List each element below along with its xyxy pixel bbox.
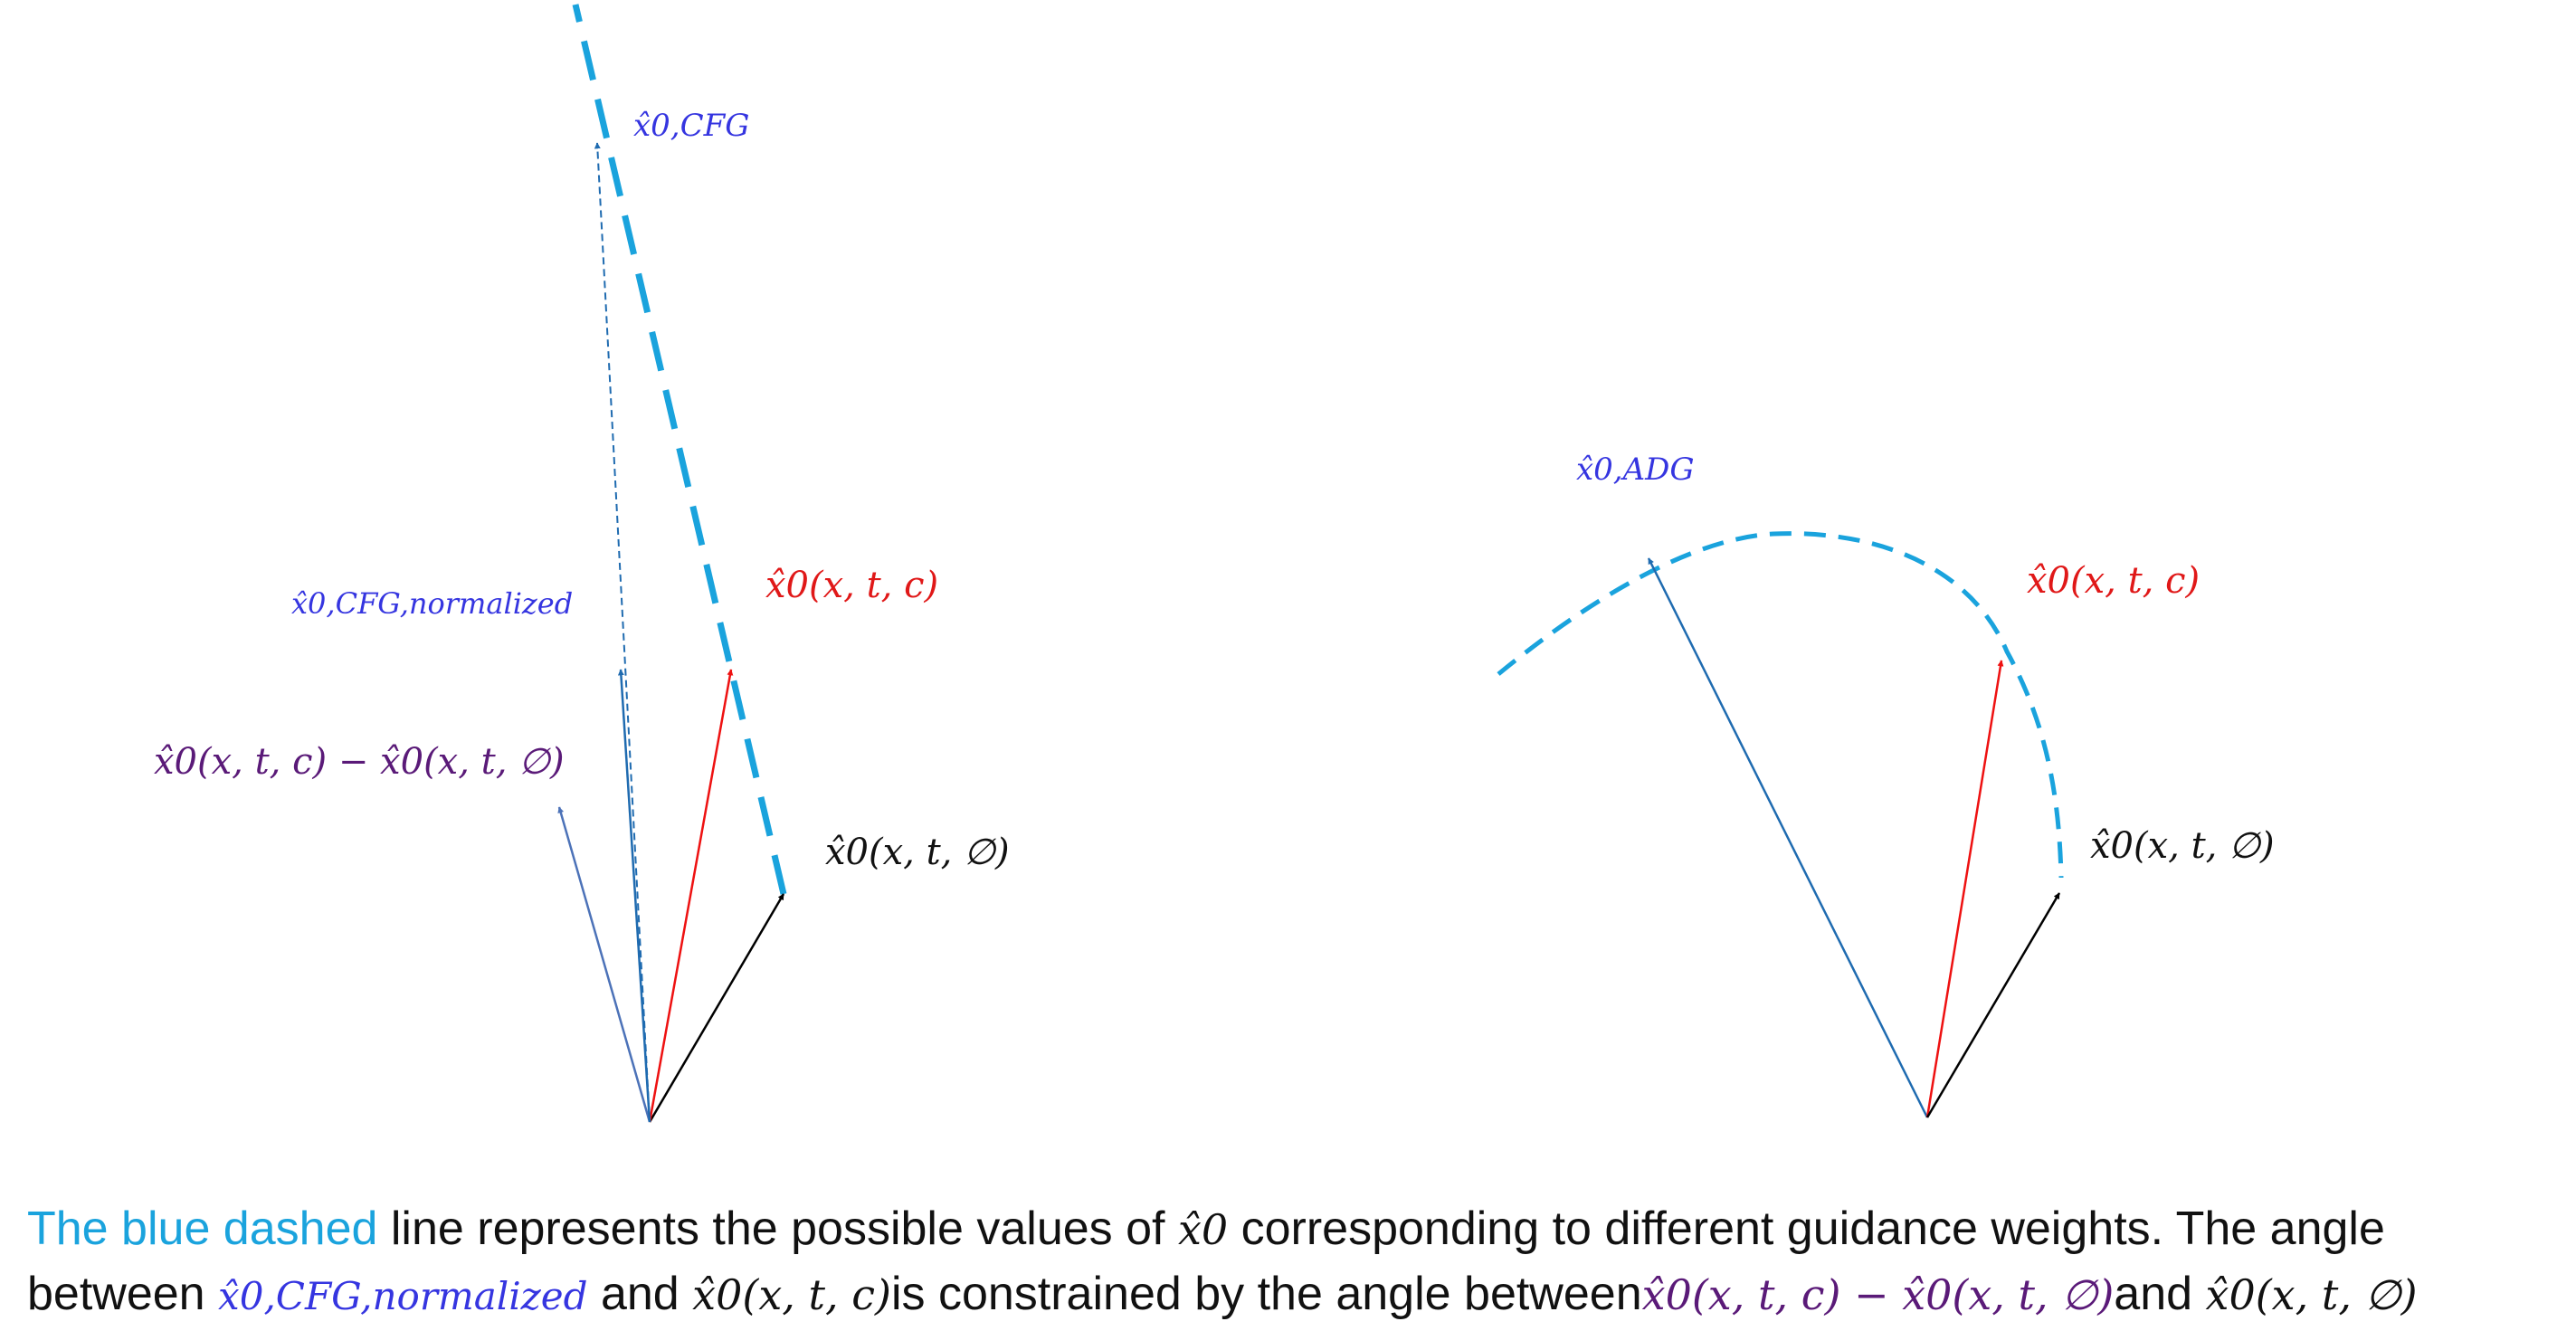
caption-symbol-null: x̂0(x, t, ∅)	[2206, 1270, 2418, 1319]
difference-arrow	[557, 806, 651, 1123]
label-difference: x̂0(x, t, c) − x̂0(x, t, ∅)	[154, 741, 565, 783]
label-conditional-right: x̂0(x, t, c)	[2027, 560, 2200, 602]
label-cfg-normalized: x̂0,CFG,normalized	[291, 586, 573, 621]
caption-symbol-cond: x̂0(x, t, c)	[692, 1270, 891, 1319]
conditional-arrow	[648, 669, 734, 1123]
caption-line-1: The blue dashed line represents the poss…	[27, 1203, 2385, 1255]
caption-blue-phrase: The blue dashed	[27, 1203, 377, 1255]
caption-symbol-blue: x̂0,CFG,normalized	[218, 1274, 587, 1318]
caption-symbol-purple: x̂0(x, t, c) − x̂0(x, t, ∅)	[1642, 1270, 2115, 1319]
label-unconditional-right: x̂0(x, t, ∅)	[2090, 825, 2275, 867]
cfg-arrow	[594, 142, 651, 1123]
caption-text: line represents the possible values of	[377, 1203, 1178, 1255]
adg-arrow	[1647, 557, 1929, 1118]
right-panel: x̂0,ADG x̂0(x, t, c) x̂0(x, t, ∅)	[1497, 452, 2275, 1118]
label-adg: x̂0,ADG	[1576, 452, 1695, 488]
caption-text: is constrained by the angle between	[891, 1268, 1642, 1320]
label-unconditional: x̂0(x, t, ∅)	[825, 832, 1010, 873]
caption-line-2: between x̂0,CFG,normalized and x̂0(x, t,…	[27, 1268, 2418, 1320]
adg-dashed-arc	[1497, 531, 2064, 879]
caption-text: between	[27, 1268, 218, 1320]
caption-text: and	[2114, 1268, 2205, 1320]
caption-symbol: x̂0	[1178, 1205, 1228, 1254]
left-panel: x̂0,CFG x̂0,CFG,normalized x̂0(x, t, c) …	[154, 4, 1010, 1123]
caption-text: and	[588, 1268, 693, 1320]
label-conditional: x̂0(x, t, c)	[765, 565, 938, 606]
caption: The blue dashed line represents the poss…	[27, 1203, 2418, 1320]
label-cfg: x̂0,CFG	[633, 108, 749, 144]
conditional-arrow-right	[1925, 660, 2004, 1118]
caption-text: corresponding to different guidance weig…	[1228, 1203, 2385, 1255]
unconditional-arrow-right	[1925, 892, 2061, 1118]
cfg-dashed-line	[572, 4, 787, 895]
cfg-normalized-arrow	[617, 669, 651, 1123]
unconditional-arrow	[648, 893, 785, 1123]
